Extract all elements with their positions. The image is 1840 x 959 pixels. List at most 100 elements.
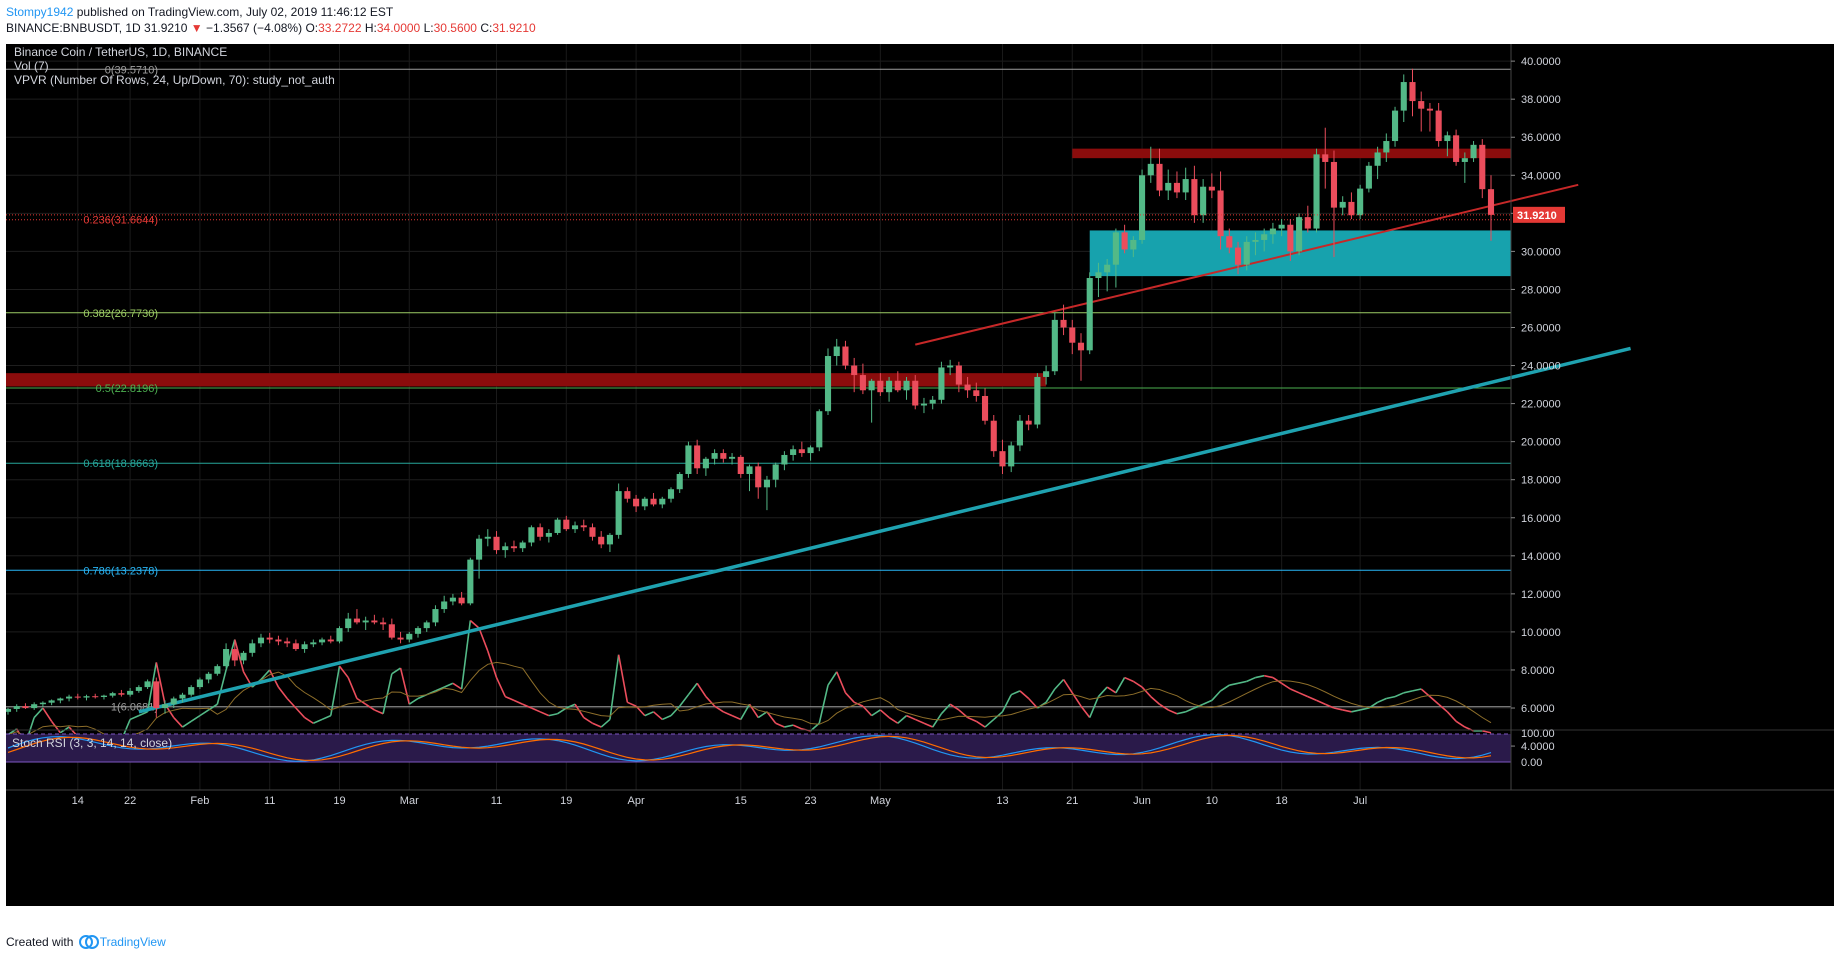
fib-level-label: 0.786(13.2378): [83, 565, 158, 577]
candle-body: [641, 498, 648, 507]
candle-body: [362, 620, 369, 623]
volume-segment: [1028, 697, 1038, 709]
candle-body: [13, 706, 20, 709]
candle-body: [807, 447, 814, 454]
candle-body: [493, 536, 500, 551]
candle-body: [1060, 319, 1067, 328]
volume-segment: [696, 682, 707, 698]
volume-segment: [199, 709, 210, 717]
y-tick-label: 16.0000: [1521, 513, 1561, 525]
candle-body: [1304, 217, 1311, 229]
volume-segment: [1202, 699, 1213, 705]
author-link[interactable]: Stompy1942: [6, 5, 74, 19]
candle-body: [1173, 182, 1181, 193]
candle-body: [1444, 135, 1451, 142]
candle-body: [545, 532, 552, 537]
volume-segment: [653, 711, 663, 721]
chart-panel[interactable]: 0(39.5710) 0.236(31.6644) 0.382(26.7730) 0.…: [6, 44, 1834, 906]
candle-body: [170, 698, 177, 705]
x-tick-label: Apr: [628, 795, 645, 807]
candle-body: [1139, 175, 1146, 240]
symbol-label: BINANCE:BNBUSDT, 1D: [6, 21, 141, 35]
volume-segment: [1106, 686, 1117, 694]
candle-body: [188, 687, 195, 695]
candle-body: [886, 380, 893, 393]
candle-body: [1243, 241, 1250, 265]
candle-body: [196, 679, 203, 688]
candle-body: [763, 479, 771, 488]
candle-body: [1461, 158, 1468, 162]
price-chart[interactable]: 0(39.5710) 0.236(31.6644) 0.382(26.7730) 0.…: [6, 44, 1834, 906]
volume-segment: [129, 714, 140, 721]
volume-segment: [757, 711, 768, 719]
volume-segment: [1220, 684, 1230, 692]
volume-segment: [374, 709, 384, 715]
volume-segment: [1019, 690, 1030, 700]
volume-segment: [609, 654, 620, 720]
stoch-legend: Stoch RSI (3, 3, 14, 14, close): [12, 736, 172, 750]
candle-body: [955, 365, 962, 385]
candle-body: [345, 618, 352, 629]
candle-body: [947, 365, 954, 368]
candle-body: [144, 681, 151, 688]
volume-segment: [1229, 682, 1239, 686]
volume-segment: [1342, 709, 1352, 713]
volume-segment: [914, 718, 925, 724]
volume-segment: [347, 677, 358, 699]
candle-body: [292, 643, 299, 650]
candle-body: [318, 639, 326, 643]
candle-body: [1426, 108, 1433, 111]
y-tick-label: 24.0000: [1521, 361, 1561, 373]
volume-segment: [827, 671, 838, 686]
candle-body: [380, 622, 387, 625]
candle-body: [1025, 420, 1032, 425]
volume-ma-line: [7, 661, 1492, 738]
candle-body: [702, 458, 709, 469]
candle-body: [1479, 144, 1486, 190]
high-value: 34.0000: [376, 21, 421, 35]
candle-body: [824, 356, 832, 412]
x-tick-label: 19: [333, 795, 345, 807]
candle-body: [1296, 217, 1303, 252]
volume-segment: [1290, 688, 1300, 694]
candle-body: [903, 380, 910, 391]
y-tick-label: 14.0000: [1521, 551, 1561, 563]
candle-body: [1104, 264, 1111, 273]
candle-body: [161, 704, 169, 709]
volume-segment: [1010, 690, 1021, 696]
volume-segment: [313, 718, 323, 724]
candle-body: [1487, 189, 1495, 215]
last-price-tag-label: 31.9210: [1517, 210, 1557, 222]
volume-segment: [1316, 699, 1326, 705]
volume-segment: [260, 669, 271, 681]
vpvr-legend: VPVR (Number Of Rows, 24, Up/Down, 70): …: [14, 73, 335, 87]
candle-body: [284, 641, 291, 644]
low-label: L:: [423, 21, 434, 35]
last-price-tag: [1513, 206, 1565, 223]
candle-body: [1365, 165, 1372, 189]
volume-segment: [1412, 688, 1422, 692]
candle-body: [650, 498, 657, 505]
volume-segment: [1272, 676, 1283, 684]
candle-body: [249, 643, 256, 653]
candle-body: [502, 546, 509, 551]
volume-layer: [7, 619, 1492, 745]
tradingview-link[interactable]: TradingView: [99, 935, 166, 949]
volume-segment: [940, 703, 951, 715]
candle-body: [720, 453, 727, 459]
candle-body: [48, 700, 55, 703]
volume-segment: [1446, 711, 1457, 722]
candle-body: [449, 597, 456, 602]
volume-segment: [1377, 697, 1387, 704]
candle-body: [964, 384, 971, 391]
candle-body: [257, 637, 265, 644]
stoch-tick-label: 0.00: [1521, 757, 1542, 769]
candle-body: [1147, 163, 1154, 176]
candle-body: [336, 628, 343, 642]
volume-segment: [1386, 695, 1396, 700]
candle-body: [1278, 224, 1285, 229]
volume-segment: [723, 711, 733, 717]
candle-body: [1252, 239, 1259, 242]
volume-segment: [286, 697, 297, 709]
candle-body: [624, 491, 631, 499]
